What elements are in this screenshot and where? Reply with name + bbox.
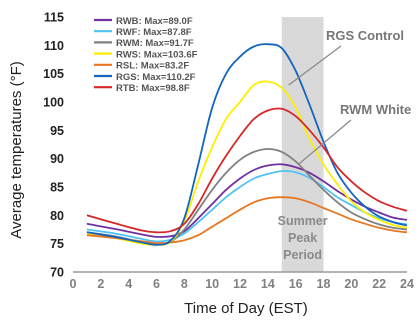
x-axis-label: Time of Day (EST) [184,300,308,317]
y-tick-label: 80 [50,209,64,223]
y-axis-label: Average temperatures (°F) [8,61,25,238]
x-tick-label: 24 [400,277,414,291]
summer-peak-label-line: Summer [278,214,328,228]
summer-peak-label-line: Period [283,248,322,262]
legend-label: RWF: Max=87.8F [116,27,192,38]
x-tick-label: 2 [97,277,104,291]
annotation-label: RGS Control [326,28,404,43]
annotation-label: RWM White [340,102,411,117]
x-tick-label: 0 [70,277,77,291]
legend-label: RWM: Max=91.7F [116,38,194,49]
y-tick-label: 95 [50,124,64,138]
x-tick-label: 16 [289,277,303,291]
annotation-layer: RGS Control RWM White [288,28,411,165]
y-tick-label: 105 [43,67,64,81]
x-tick-label: 22 [372,277,386,291]
series-line-2 [86,148,408,246]
x-tick-label: 18 [317,277,331,291]
axis-layer: 0 2 4 6 8 10 12 14 16 18 20 22 247075808590951001051… [43,11,414,292]
series-line-4 [86,196,408,245]
summer-peak-label-line: Peak [288,231,317,245]
annotation-leader [298,119,352,165]
x-tick-label: 12 [233,277,247,291]
series-line-6 [86,107,408,234]
x-tick-label: 4 [125,277,132,291]
series-line-5 [86,43,408,246]
y-tick-label: 70 [50,266,64,280]
series-line-1 [86,170,408,243]
legend-label: RGS: Max=110.2F [116,72,196,83]
x-tick-label: 14 [261,277,275,291]
legend-label: RWB: Max=89.0F [116,16,193,27]
x-tick-label: 20 [344,277,358,291]
legend-label: RSL: Max=83.2F [116,61,189,72]
x-tick-label: 10 [205,277,219,291]
y-tick-label: 110 [44,39,64,53]
y-tick-label: 90 [50,152,64,166]
x-tick-label: 6 [153,277,160,291]
legend-label: RWS: Max=103.6F [116,49,198,60]
series-line-0 [86,163,408,238]
y-tick-label: 85 [50,181,64,195]
annotation-leader [288,45,342,86]
y-tick-label: 100 [43,96,64,110]
legend-label: RTB: Max=98.8F [116,83,190,94]
y-tick-label: 75 [50,237,64,251]
series-layer [86,43,408,246]
y-tick-label: 115 [44,11,64,25]
x-tick-label: 8 [181,277,188,291]
